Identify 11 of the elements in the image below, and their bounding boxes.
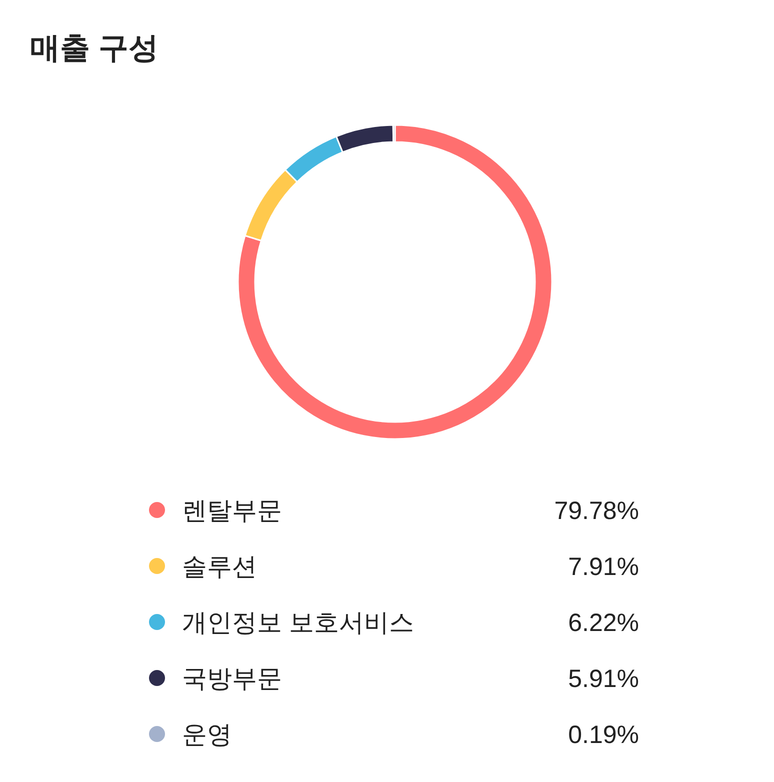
data-label: 6.22% <box>568 609 639 637</box>
data-label: 5.91% <box>568 665 639 693</box>
legend-label: 운영 <box>182 721 232 749</box>
legend-label: 개인정보 보호서비스 <box>182 609 414 637</box>
legend-label: 솔루션 <box>182 553 257 581</box>
chart-title: 매출 구성 <box>30 32 158 65</box>
legend-label: 국방부문 <box>182 665 282 693</box>
data-label: 0.19% <box>568 721 639 749</box>
legend-label: 렌탈부문 <box>182 497 282 525</box>
data-label: 7.91% <box>568 553 639 581</box>
data-label: 79.78% <box>554 497 639 525</box>
